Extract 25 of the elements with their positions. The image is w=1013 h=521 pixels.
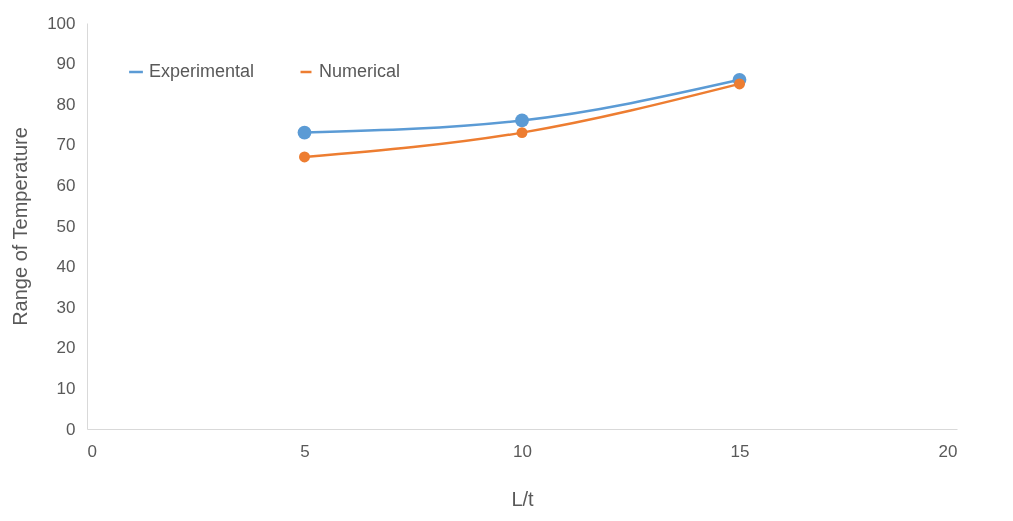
y-tick-label: 100: [47, 13, 76, 33]
point: [734, 78, 745, 90]
y-tick-label: 0: [66, 419, 76, 439]
y-axis-title: Range of Temperature: [9, 127, 32, 326]
y-tick-label: 40: [56, 257, 76, 277]
x-axis-title: L/t: [511, 487, 535, 510]
point: [516, 127, 528, 139]
legend-label: Numerical: [319, 61, 401, 81]
y-tick-label: 70: [56, 135, 76, 155]
y-tick-label: 60: [56, 175, 76, 195]
y-tick-label: 30: [56, 297, 76, 317]
y-tick-label: 50: [56, 216, 76, 236]
y-tick-label: 10: [56, 378, 76, 398]
x-tick-label: 20: [938, 441, 958, 461]
x-tick-label: 0: [87, 441, 97, 461]
point: [515, 113, 529, 128]
y-tick-label: 90: [56, 54, 76, 74]
y-tick-label: 80: [56, 94, 76, 114]
x-tick-label: 10: [513, 441, 532, 461]
legend-label: Experimental: [149, 61, 255, 81]
y-tick-label: 20: [56, 338, 76, 358]
x-tick-label: 15: [730, 441, 750, 461]
point: [297, 125, 312, 140]
x-tick-label: 5: [300, 441, 310, 461]
point: [299, 151, 310, 163]
